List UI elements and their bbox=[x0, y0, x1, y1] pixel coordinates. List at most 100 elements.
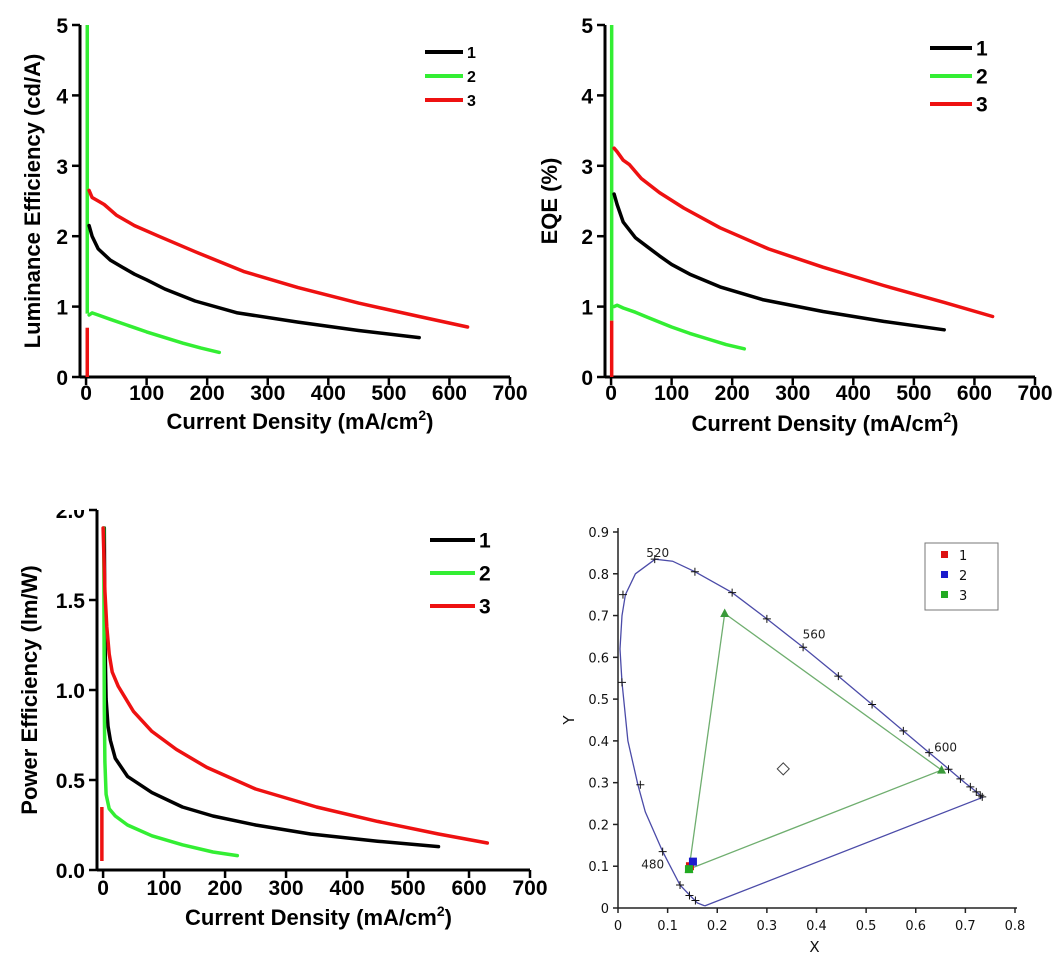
legend-label-2: 2 bbox=[467, 69, 476, 86]
cie-x-tick-label: 0.8 bbox=[1005, 919, 1026, 934]
y-tick-label: 1.0 bbox=[56, 680, 85, 703]
cie-point-2 bbox=[688, 857, 697, 866]
x-tick-label: 700 bbox=[492, 382, 527, 405]
wavelength-mark bbox=[976, 791, 985, 800]
cie-y-tick-label: 0.1 bbox=[588, 860, 609, 875]
x-tick-label: 700 bbox=[1017, 382, 1052, 405]
wavelength-mark bbox=[691, 896, 700, 905]
wavelength-mark bbox=[685, 891, 694, 900]
legend-label-3: 3 bbox=[976, 94, 988, 117]
x-tick-label: 500 bbox=[896, 382, 931, 405]
cie-legend-swatch-1 bbox=[941, 551, 948, 558]
cie-x-tick-label: 0.1 bbox=[657, 919, 678, 934]
cie-y-tick-label: 0.6 bbox=[588, 651, 609, 666]
y-tick-label: 0 bbox=[56, 367, 68, 390]
wavelength-label: 600 bbox=[934, 740, 957, 754]
wavelength-label: 560 bbox=[803, 628, 826, 642]
cie-legend-box bbox=[924, 542, 999, 611]
y-tick-label: 1.5 bbox=[56, 590, 86, 613]
y-axis-title: EQE (%) bbox=[537, 158, 562, 245]
x-axis-title-superscript: 2 bbox=[418, 407, 426, 423]
wavelength-mark bbox=[799, 643, 808, 652]
x-tick-label: 200 bbox=[190, 382, 225, 405]
cie-y-tick-label: 0.4 bbox=[588, 735, 609, 750]
y-tick-label: 1 bbox=[56, 297, 68, 320]
legend-label-1: 1 bbox=[479, 530, 491, 553]
y-axis-title: Power Efficiency (lm/W) bbox=[17, 565, 42, 814]
x-tick-label: 0 bbox=[80, 382, 92, 405]
x-tick-label: 500 bbox=[371, 382, 406, 405]
wavelength-mark bbox=[690, 567, 699, 576]
series-1-line bbox=[102, 526, 441, 849]
wavelength-mark bbox=[899, 726, 908, 735]
wavelength-mark bbox=[972, 787, 981, 796]
y-tick-label-clipped: 2.0 bbox=[56, 500, 85, 523]
spectral-locus bbox=[619, 558, 984, 907]
legend-label-1: 1 bbox=[467, 45, 476, 62]
cie-y-tick-label: 0.3 bbox=[588, 777, 609, 792]
legend-label-1: 1 bbox=[976, 38, 988, 61]
cie-legend-label-3: 3 bbox=[959, 589, 967, 604]
y-tick-label: 5 bbox=[56, 15, 68, 38]
x-tick-label: 300 bbox=[250, 382, 285, 405]
gamut-vertex-marker bbox=[937, 765, 947, 774]
wavelength-mark bbox=[762, 614, 771, 623]
x-axis-title-text: Current Density (mA/cm bbox=[185, 905, 437, 930]
wavelength-mark bbox=[618, 590, 627, 599]
series-2-line bbox=[101, 526, 240, 858]
y-tick-label: 3 bbox=[581, 156, 593, 179]
x-axis-title-superscript: 2 bbox=[943, 409, 951, 425]
legend-label-2: 2 bbox=[479, 563, 491, 586]
series-1-line bbox=[612, 192, 946, 332]
x-axis-title-text: Current Density (mA/cm bbox=[692, 411, 944, 436]
gamut-triangle bbox=[688, 612, 943, 871]
x-tick-label: 100 bbox=[654, 382, 689, 405]
wavelength-mark bbox=[925, 748, 934, 757]
cie-y-tick-label: 0.5 bbox=[588, 693, 609, 708]
legend-label-3: 3 bbox=[467, 93, 476, 110]
power-efficiency-chart: 0 100 200 300 400 500 600 700 0.0 0.5 1.0 1.5 2.0 Cur… bbox=[17, 500, 548, 930]
cie-x-tick-label: 0.2 bbox=[707, 919, 728, 934]
wavelength-mark bbox=[617, 678, 626, 687]
y-tick-label: 5 bbox=[581, 15, 593, 38]
white-point-marker bbox=[776, 762, 790, 776]
y-tick-label: 2 bbox=[56, 226, 68, 249]
legend-label-3: 3 bbox=[479, 596, 491, 619]
x-axis-title-end: ) bbox=[426, 409, 433, 434]
x-tick-label: 100 bbox=[129, 382, 164, 405]
x-tick-label: 0 bbox=[97, 877, 109, 900]
x-tick-label: 400 bbox=[311, 382, 346, 405]
cie-x-tick-label: 0.4 bbox=[806, 919, 827, 934]
x-tick-label: 0 bbox=[605, 382, 617, 405]
series-2-line bbox=[612, 303, 747, 351]
legend-label-2: 2 bbox=[976, 66, 988, 89]
y-tick-label: 0 bbox=[581, 367, 593, 390]
series-1-line bbox=[87, 223, 421, 340]
gamut-vertex-marker bbox=[720, 608, 730, 617]
y-tick-label: 4 bbox=[581, 85, 593, 108]
wavelength-mark bbox=[834, 672, 843, 681]
cie-point-3 bbox=[684, 865, 693, 874]
y-tick-label: 0.5 bbox=[56, 770, 86, 793]
wavelength-mark bbox=[650, 555, 659, 564]
cie-x-tick-label: 0.3 bbox=[757, 919, 778, 934]
series-3-line bbox=[101, 526, 490, 845]
y-tick-label: 0.0 bbox=[56, 860, 85, 883]
x-axis-title: Current Density (mA/cm2) bbox=[167, 407, 434, 434]
x-tick-label: 400 bbox=[330, 877, 365, 900]
x-tick-label: 400 bbox=[836, 382, 871, 405]
x-tick-label: 200 bbox=[208, 877, 243, 900]
cie-chromaticity-chart: 0 0.1 0.2 0.3 0.4 0.5 0.6 0.7 0.8 0 0.1 0.2 0.3 0.4 0.… bbox=[560, 526, 1025, 956]
cie-y-tick-label: 0 bbox=[601, 902, 609, 917]
cie-x-tick-label: 0.7 bbox=[955, 919, 976, 934]
series-2-line bbox=[87, 311, 222, 355]
cie-x-tick-label: 0 bbox=[614, 919, 622, 934]
wavelength-mark bbox=[658, 847, 667, 856]
cie-y-tick-label: 0.7 bbox=[588, 610, 609, 625]
x-axis-title-text: Current Density (mA/cm bbox=[167, 409, 419, 434]
series-3-line bbox=[87, 188, 470, 329]
x-tick-label: 600 bbox=[432, 382, 467, 405]
y-tick-label: 4 bbox=[56, 85, 68, 108]
wavelength-label: 480 bbox=[641, 857, 664, 871]
